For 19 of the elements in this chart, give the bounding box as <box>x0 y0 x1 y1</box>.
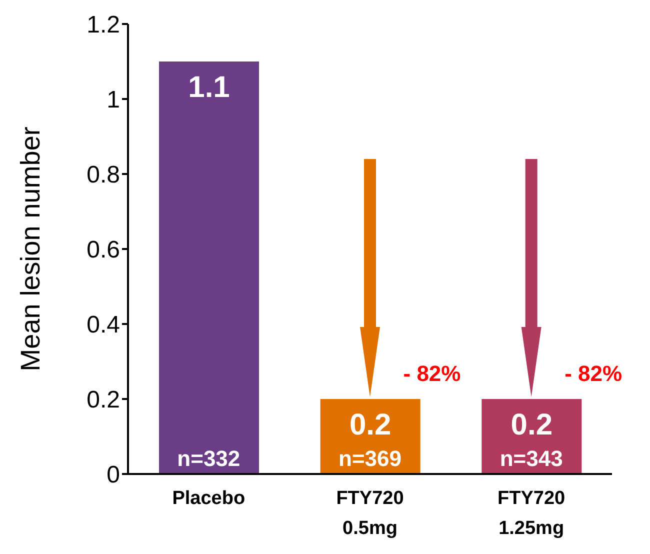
y-axis-title: Mean lesion number <box>16 126 46 372</box>
x-tick-label: FTY720 1.25mg <box>498 488 566 539</box>
y-tick-label: 0.4 <box>86 312 120 339</box>
y-tick-label: 0.6 <box>86 236 120 264</box>
y-tick-label: 0.8 <box>86 162 120 189</box>
data-label: 0.2 <box>510 408 553 442</box>
data-label: 1.1 <box>188 70 230 104</box>
annotation: - 82% <box>564 361 622 386</box>
annotation: n=369 <box>338 446 402 471</box>
y-tick-label: 0.2 <box>86 386 120 414</box>
data-label: 0.2 <box>349 408 392 442</box>
x-tick-label: FTY720 0.5mg <box>336 488 404 539</box>
x-tick-label: Placebo <box>172 488 246 509</box>
annotation: n=343 <box>500 446 563 471</box>
y-tick-label: 1.2 <box>86 12 120 39</box>
y-tick-label: 1 <box>106 86 120 114</box>
annotation: n=332 <box>177 446 240 471</box>
annotation: - 82% <box>403 361 461 386</box>
y-tick-label: 0 <box>106 462 120 489</box>
